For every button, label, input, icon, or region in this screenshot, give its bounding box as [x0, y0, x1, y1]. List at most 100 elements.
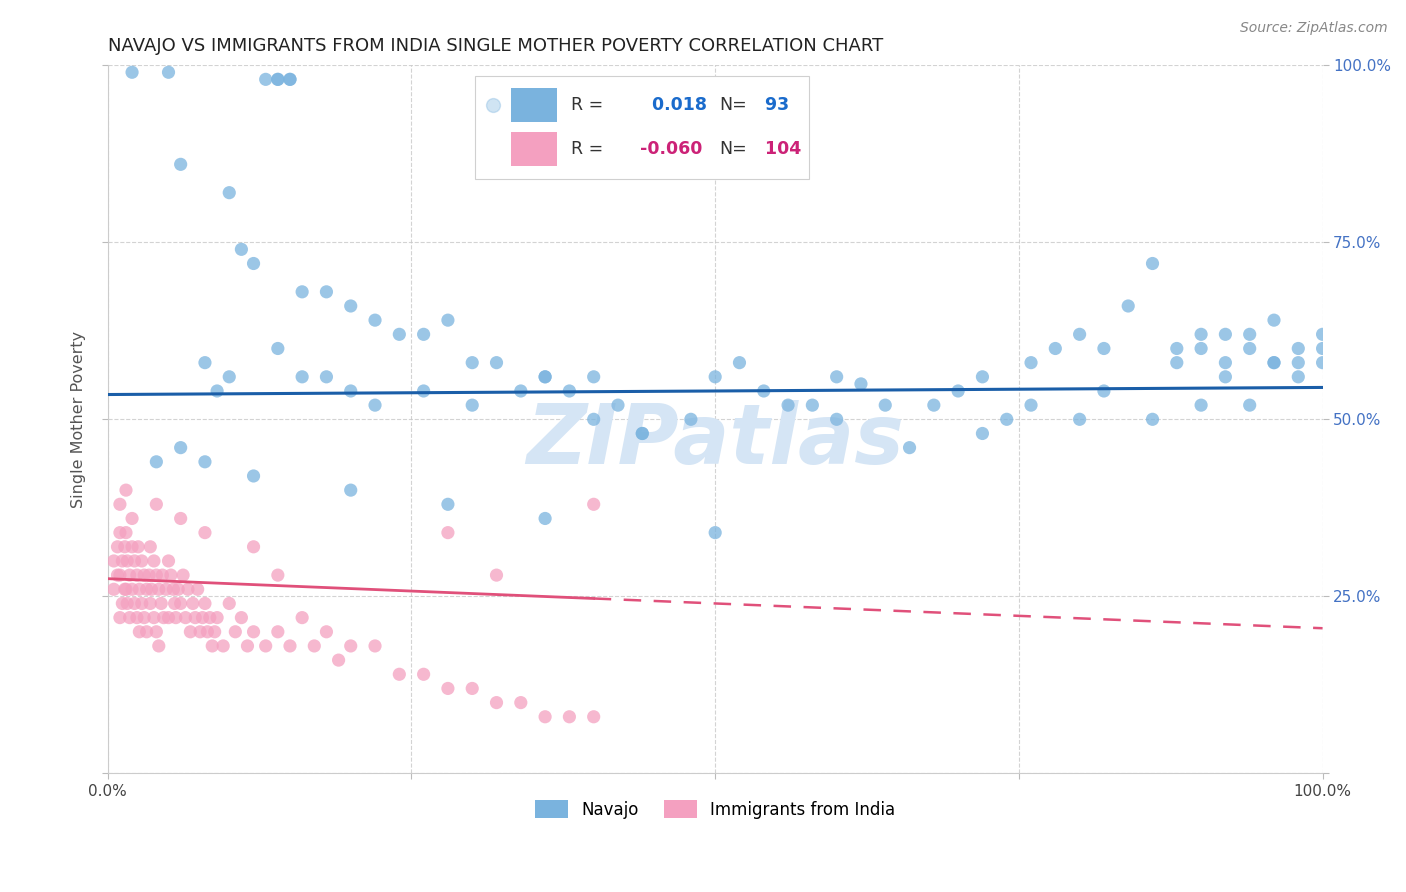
Point [437, 681, 460, 696]
Point [1092, 384, 1115, 398]
Point [315, 285, 337, 299]
Point [267, 342, 290, 356]
Point [139, 597, 162, 611]
Point [1116, 299, 1139, 313]
Point [231, 610, 253, 624]
Point [172, 568, 194, 582]
Text: N=: N= [718, 140, 747, 158]
Point [485, 356, 508, 370]
Point [242, 624, 264, 639]
Point [201, 639, 224, 653]
Point [1189, 398, 1212, 412]
Point [1286, 342, 1309, 356]
Point [254, 72, 277, 87]
Point [169, 441, 191, 455]
Point [169, 597, 191, 611]
Point [339, 639, 361, 653]
Point [315, 369, 337, 384]
Point [339, 384, 361, 398]
Point [437, 497, 460, 511]
Point [849, 376, 872, 391]
Text: 104: 104 [759, 140, 801, 158]
Point [103, 554, 125, 568]
Point [558, 384, 581, 398]
Point [108, 610, 131, 624]
Text: N=: N= [718, 96, 747, 114]
Point [291, 369, 314, 384]
Point [1166, 356, 1188, 370]
Bar [512, 132, 557, 166]
Point [194, 356, 217, 370]
Point [267, 624, 290, 639]
Point [111, 597, 134, 611]
Point [1069, 412, 1091, 426]
Point [437, 525, 460, 540]
Point [218, 186, 240, 200]
Point [898, 441, 921, 455]
Point [121, 582, 143, 597]
Point [128, 624, 150, 639]
Point [107, 540, 129, 554]
Point [278, 72, 301, 87]
Point [124, 597, 146, 611]
Point [1263, 356, 1285, 370]
Point [1215, 327, 1237, 342]
Point [128, 582, 150, 597]
Point [631, 426, 654, 441]
Point [138, 568, 160, 582]
Point [267, 72, 290, 87]
Point [922, 398, 945, 412]
Point [534, 710, 557, 724]
Point [150, 597, 173, 611]
FancyBboxPatch shape [475, 76, 808, 178]
Point [315, 624, 337, 639]
Point [412, 667, 434, 681]
Point [162, 582, 184, 597]
Point [205, 610, 228, 624]
Point [946, 384, 969, 398]
Text: 0.018: 0.018 [645, 96, 707, 114]
Point [108, 525, 131, 540]
Point [194, 455, 217, 469]
Point [485, 696, 508, 710]
Point [218, 597, 240, 611]
Point [582, 497, 605, 511]
Point [194, 525, 217, 540]
Point [184, 610, 207, 624]
Point [145, 455, 167, 469]
Point [278, 639, 301, 653]
Point [131, 554, 153, 568]
Point [254, 639, 277, 653]
Point [195, 624, 218, 639]
Point [134, 610, 156, 624]
Point [204, 624, 226, 639]
Point [1263, 313, 1285, 327]
Point [242, 256, 264, 270]
Point [107, 568, 129, 582]
Point [1215, 369, 1237, 384]
Point [412, 327, 434, 342]
Point [1069, 327, 1091, 342]
Point [534, 369, 557, 384]
Point [155, 582, 177, 597]
Point [267, 72, 290, 87]
Point [364, 398, 387, 412]
Point [1189, 327, 1212, 342]
Bar [512, 88, 557, 122]
Point [534, 511, 557, 525]
Point [212, 639, 235, 653]
Point [1019, 398, 1042, 412]
Point [1312, 327, 1334, 342]
Point [972, 426, 994, 441]
Point [115, 483, 138, 497]
Point [157, 610, 180, 624]
Point [1286, 369, 1309, 384]
Point [242, 540, 264, 554]
Point [1166, 342, 1188, 356]
Point [388, 327, 411, 342]
Point [607, 398, 630, 412]
Point [534, 369, 557, 384]
Point [509, 696, 531, 710]
Point [174, 610, 197, 624]
Point [165, 610, 187, 624]
